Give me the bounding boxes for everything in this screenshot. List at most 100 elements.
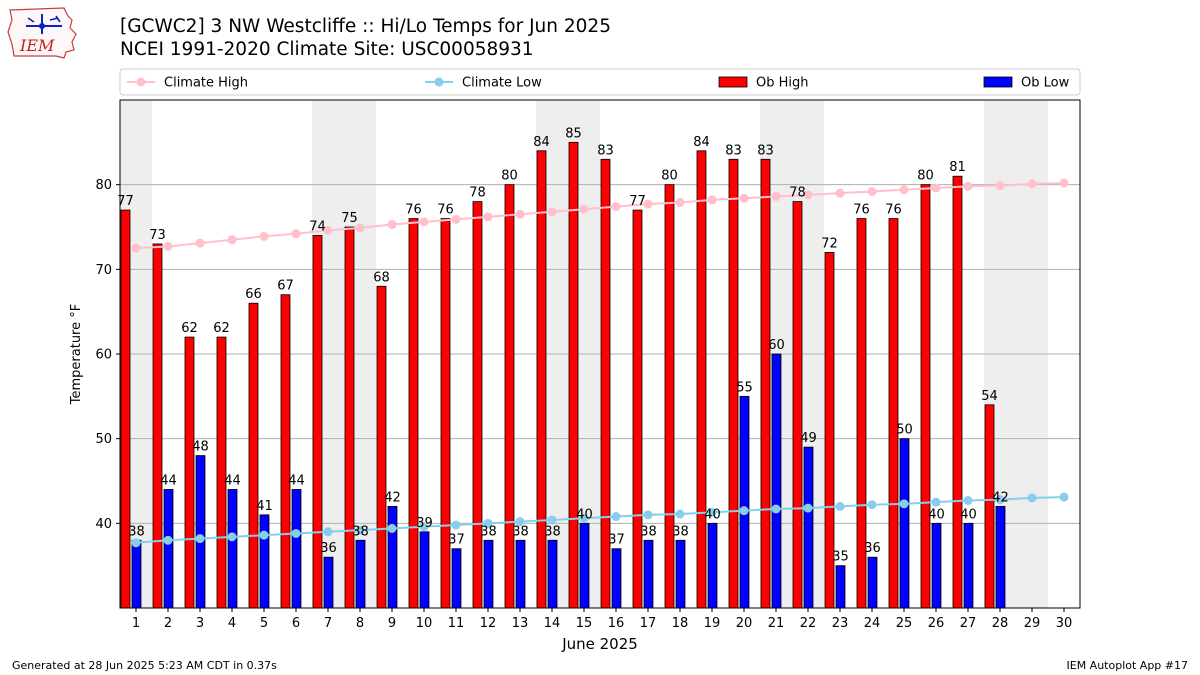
climate-high-point bbox=[451, 214, 461, 224]
ob-low-bar bbox=[611, 548, 622, 609]
ob-low-bar bbox=[387, 505, 398, 609]
ob-low-bar-label: 40 bbox=[576, 507, 593, 522]
climate-low-point bbox=[707, 507, 717, 517]
climate-high-line bbox=[135, 181, 1065, 250]
x-tick-label: 17 bbox=[640, 616, 657, 631]
ob-low-bar bbox=[419, 531, 430, 609]
ob-low-bar bbox=[803, 446, 814, 609]
ob-high-bar-label: 73 bbox=[149, 228, 166, 243]
climate-low-point bbox=[835, 501, 845, 511]
legend-climate-high-marker bbox=[136, 77, 146, 87]
climate-high-point bbox=[675, 197, 685, 207]
ob-high-bar bbox=[376, 285, 387, 609]
ob-low-bar-label: 42 bbox=[992, 490, 1009, 505]
ob-low-bar bbox=[771, 353, 782, 609]
ob-low-bar-label: 44 bbox=[288, 473, 305, 488]
legend-frame bbox=[119, 68, 1081, 96]
ob-low-bar bbox=[835, 565, 846, 609]
climate-low-point bbox=[323, 527, 333, 537]
climate-high-point bbox=[931, 183, 941, 193]
ob-low-bar bbox=[579, 522, 590, 609]
ob-low-bar-label: 38 bbox=[512, 524, 529, 539]
ob-low-bar-label: 40 bbox=[928, 507, 945, 522]
climate-low-point bbox=[867, 500, 877, 510]
climate-low-point bbox=[1027, 493, 1037, 503]
climate-high-point bbox=[323, 225, 333, 235]
climate-low-point bbox=[675, 509, 685, 519]
climate-low-point bbox=[899, 499, 909, 509]
climate-low-point bbox=[643, 510, 653, 520]
ob-low-bar bbox=[355, 539, 366, 609]
climate-high-point bbox=[963, 181, 973, 191]
ob-low-bar bbox=[515, 539, 526, 609]
footer-app: IEM Autoplot App #17 bbox=[1066, 659, 1189, 672]
y-tick-label: 40 bbox=[95, 517, 112, 532]
climate-low-point bbox=[739, 506, 749, 516]
ob-low-bar-label: 38 bbox=[128, 524, 145, 539]
ob-low-bar bbox=[963, 522, 974, 609]
climate-low-point bbox=[579, 513, 589, 523]
y-tick-label: 50 bbox=[95, 432, 112, 447]
ob-low-bar bbox=[707, 522, 718, 609]
x-tick-label: 11 bbox=[448, 616, 465, 631]
x-tick-label: 24 bbox=[864, 616, 881, 631]
ob-high-bar-label: 83 bbox=[597, 143, 614, 158]
ob-high-bar bbox=[696, 150, 707, 609]
ob-low-bar-label: 50 bbox=[896, 423, 913, 438]
climate-high-point bbox=[195, 238, 205, 248]
ob-low-bar bbox=[867, 556, 878, 609]
climate-low-point bbox=[803, 503, 813, 513]
climate-low-point bbox=[131, 538, 141, 548]
ob-high-bar-label: 78 bbox=[789, 186, 806, 201]
climate-low-point bbox=[387, 523, 397, 533]
ob-high-bar-label: 83 bbox=[725, 143, 742, 158]
x-tick-label: 22 bbox=[800, 616, 817, 631]
chart-title: [GCWC2] 3 NW Westcliffe :: Hi/Lo Temps f… bbox=[120, 16, 611, 37]
x-tick-label: 9 bbox=[388, 616, 396, 631]
x-tick-label: 14 bbox=[544, 616, 561, 631]
x-tick-label: 4 bbox=[228, 616, 236, 631]
climate-low-point bbox=[451, 520, 461, 530]
legend-ob-high-label: Ob High bbox=[756, 76, 809, 91]
ob-high-bar-label: 81 bbox=[949, 160, 966, 175]
legend-climate-low-label: Climate Low bbox=[462, 76, 542, 91]
climate-high-point bbox=[643, 199, 653, 209]
ob-high-bar bbox=[248, 302, 259, 609]
ob-low-bar-label: 48 bbox=[192, 440, 209, 455]
ob-high-bar bbox=[536, 150, 547, 609]
ob-high-bar bbox=[984, 404, 995, 609]
climate-low-point bbox=[963, 495, 973, 505]
chart-subtitle: NCEI 1991-2020 Climate Site: USC00058931 bbox=[120, 39, 534, 60]
climate-low-point bbox=[291, 528, 301, 538]
ob-low-bar-label: 38 bbox=[640, 524, 657, 539]
ob-low-bar bbox=[675, 539, 686, 609]
y-gridlines bbox=[120, 184, 1080, 524]
y-tick-label: 80 bbox=[95, 178, 112, 193]
x-tick-label: 10 bbox=[416, 616, 433, 631]
climate-low-point bbox=[259, 530, 269, 540]
ob-high-bar-label: 84 bbox=[533, 135, 550, 150]
ob-high-bar-label: 66 bbox=[245, 287, 262, 302]
ob-low-bar bbox=[483, 539, 494, 609]
ob-high-bar bbox=[440, 218, 451, 609]
ob-high-bar-label: 76 bbox=[885, 203, 902, 218]
climate-high-point bbox=[291, 229, 301, 239]
climate-high-point bbox=[579, 204, 589, 214]
bar-value-labels: 77 73 62 62 66 67 74 75 68 76 76 78 80 84 85 83 77 80 84 83… bbox=[117, 126, 1009, 564]
ob-low-bar bbox=[323, 556, 334, 609]
ob-high-bar-label: 62 bbox=[181, 321, 198, 336]
climate-high-point bbox=[707, 195, 717, 205]
ob-low-bar-label: 39 bbox=[416, 516, 433, 531]
x-tick-label: 26 bbox=[928, 616, 945, 631]
ob-low-bar bbox=[195, 455, 206, 609]
x-tick-label: 23 bbox=[832, 616, 849, 631]
ob-high-bar-label: 76 bbox=[405, 203, 422, 218]
climate-low-point bbox=[1059, 492, 1069, 502]
ob-high-bar-label: 76 bbox=[853, 203, 870, 218]
ob-high-bar-label: 67 bbox=[277, 279, 294, 294]
ob-high-bar bbox=[952, 175, 963, 609]
x-tick-label: 20 bbox=[736, 616, 753, 631]
climate-high-point bbox=[739, 193, 749, 203]
ob-low-bar bbox=[259, 514, 270, 609]
